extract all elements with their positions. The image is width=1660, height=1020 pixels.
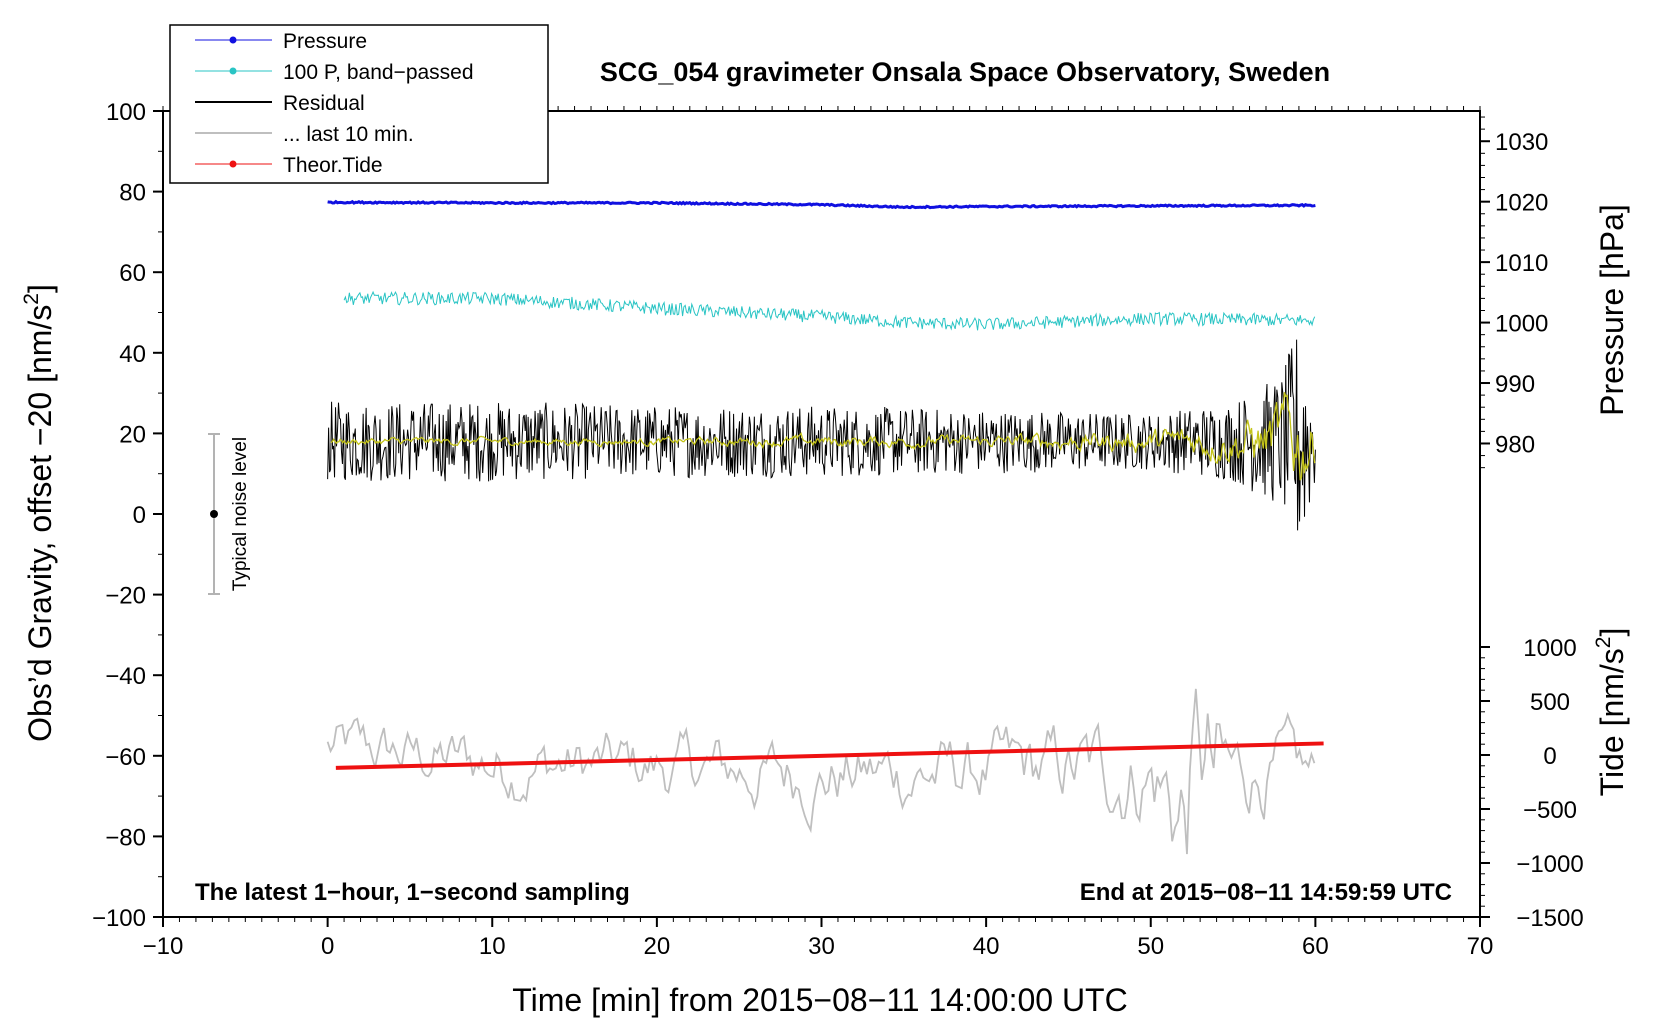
tide-tick-label: −1500 xyxy=(1516,905,1583,932)
chart-title: SCG_054 gravimeter Onsala Space Observat… xyxy=(600,57,1330,87)
tide-axis-label-end: ] xyxy=(1594,628,1630,637)
pressure-tick-label: 990 xyxy=(1495,371,1535,398)
legend-entry-theor-tide: Theor.Tide xyxy=(195,154,383,177)
legend-box xyxy=(169,24,549,184)
series-bandpassed xyxy=(343,290,1316,331)
y-tick-label: 40 xyxy=(119,341,146,368)
series-residual-smoothed xyxy=(330,392,1316,481)
x-axis-label: Time [min] from 2015−08−11 14:00:00 UTC xyxy=(512,982,1127,1018)
legend-marker-pressure xyxy=(229,36,237,44)
legend-entry-bandpassed: 100 P, band−passed xyxy=(195,61,474,84)
x-tick-label: 40 xyxy=(973,933,1000,960)
y-tick-label: −40 xyxy=(105,663,146,690)
x-tick-label: 0 xyxy=(321,933,334,960)
tide-axis-label: Tide [nm/s2] xyxy=(1592,628,1630,797)
noise-level-dot xyxy=(210,510,218,518)
tide-tick-label: 0 xyxy=(1543,743,1556,770)
pressure-tick-label: 1000 xyxy=(1495,311,1548,338)
y-tick-label: −60 xyxy=(105,744,146,771)
x-tick-label: 10 xyxy=(479,933,506,960)
y-tick-label: −20 xyxy=(105,583,146,610)
legend-label-bandpassed: 100 P, band−passed xyxy=(283,61,474,84)
y-axis-label-left-main: Obs’d Gravity, offset −20 [nm/s xyxy=(22,305,58,742)
tide-tick-label: 1000 xyxy=(1523,635,1576,662)
x-tick-label: 50 xyxy=(1137,933,1164,960)
tide-axis-label-sup: 2 xyxy=(1592,637,1615,649)
legend-entry-pressure: Pressure xyxy=(195,30,367,53)
y-tick-label: −100 xyxy=(92,905,146,932)
series-layer xyxy=(326,199,1324,855)
pressure-tick-label: 1020 xyxy=(1495,190,1548,217)
legend-entry-residual: Residual xyxy=(195,92,365,115)
annotation-sampling: The latest 1−hour, 1−second sampling xyxy=(195,879,630,906)
tide-tick-label: −1000 xyxy=(1516,851,1583,878)
legend-marker-bandpassed xyxy=(229,67,237,75)
y-tick-label: 80 xyxy=(119,180,146,207)
y-axis-label-left: Obs’d Gravity, offset −20 [nm/s2] xyxy=(20,284,58,742)
annotation-end-time: End at 2015−08−11 14:59:59 UTC xyxy=(1080,879,1452,906)
series-theor-tide xyxy=(335,741,1324,770)
y-axis-label-left-sup: 2 xyxy=(20,293,43,305)
y-tick-label: −80 xyxy=(105,824,146,851)
tide-axis-label-main: Tide [nm/s xyxy=(1594,648,1630,796)
x-tick-label: 30 xyxy=(808,933,835,960)
plot-frame xyxy=(162,110,1481,918)
legend-entry-last-10-min: ... last 10 min. xyxy=(195,123,414,146)
y-tick-label: 20 xyxy=(119,421,146,448)
legend-label-pressure: Pressure xyxy=(283,30,367,53)
x-tick-label: 70 xyxy=(1467,933,1494,960)
series-pressure xyxy=(327,199,1316,210)
series-last-10-min xyxy=(326,688,1316,855)
series-residual xyxy=(327,339,1316,531)
legend-label-residual: Residual xyxy=(283,92,365,115)
tick-layer: −10 0 10 20 30 40 50 60 70−100−80−60−40−20020406… xyxy=(92,99,1584,960)
y-axis-label-left-end: ] xyxy=(22,284,58,293)
legend: Pressure 100 P, band−passed Residual ...… xyxy=(169,24,549,184)
y-tick-label: 0 xyxy=(133,502,146,529)
tide-tick-label: −500 xyxy=(1523,797,1577,824)
x-tick-label: −10 xyxy=(143,933,184,960)
legend-label-last-10-min: ... last 10 min. xyxy=(283,123,414,146)
tide-tick-label: 500 xyxy=(1530,689,1570,716)
pressure-tick-label: 1030 xyxy=(1495,129,1548,156)
noise-level-marker: Typical noise level xyxy=(208,433,251,595)
y-tick-label: 60 xyxy=(119,260,146,287)
noise-level-label: Typical noise level xyxy=(230,437,251,591)
x-tick-label: 60 xyxy=(1302,933,1329,960)
y-tick-label: 100 xyxy=(106,99,146,126)
legend-label-theor-tide: Theor.Tide xyxy=(283,154,383,177)
pressure-tick-label: 1010 xyxy=(1495,250,1548,277)
legend-marker-theor-tide xyxy=(229,160,237,168)
x-tick-label: 20 xyxy=(644,933,671,960)
pressure-axis-label: Pressure [hPa] xyxy=(1594,204,1630,416)
pressure-tick-label: 980 xyxy=(1495,431,1535,458)
